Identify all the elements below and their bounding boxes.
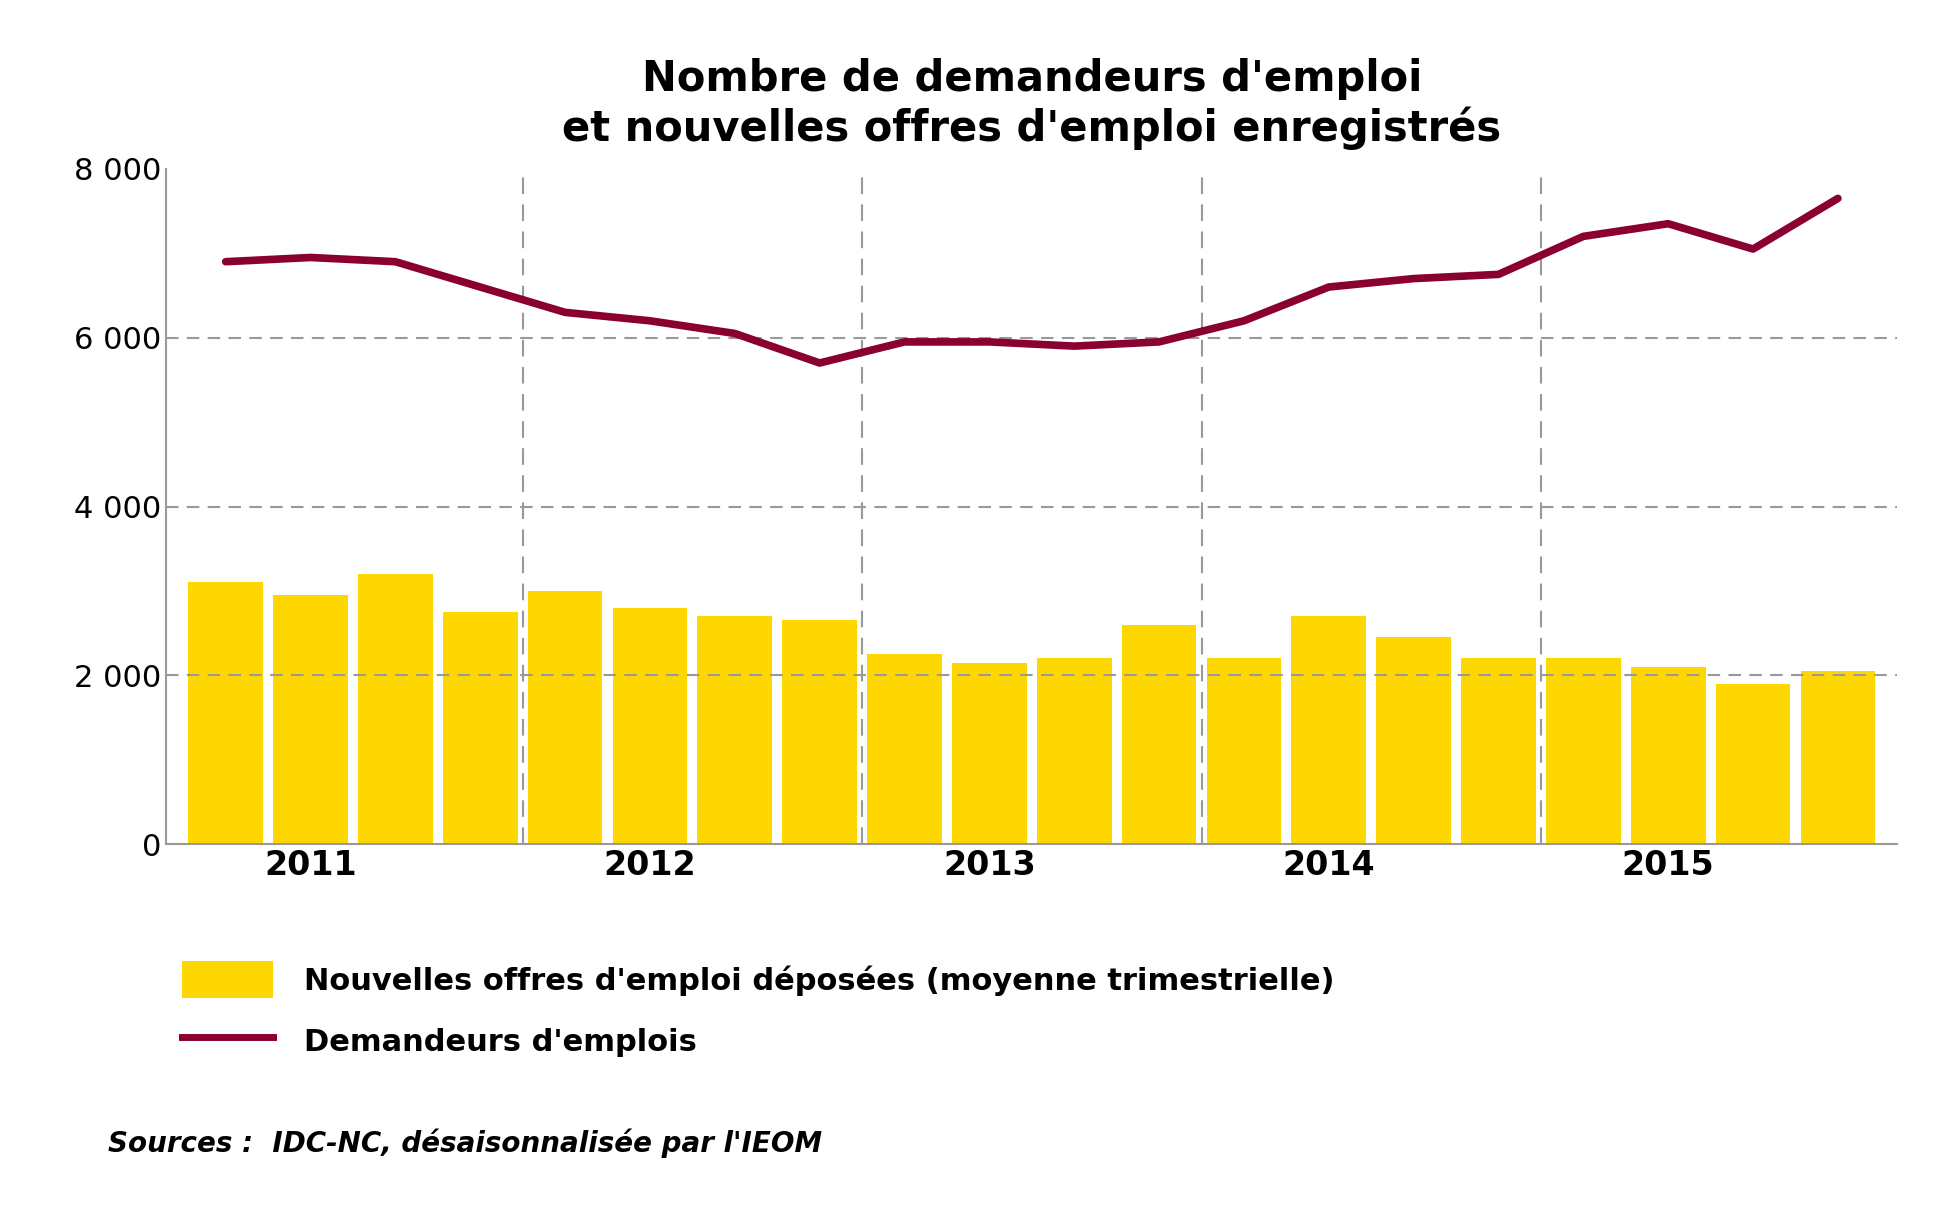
Bar <box>1630 667 1705 844</box>
Bar <box>442 613 518 844</box>
Bar <box>1715 684 1789 844</box>
Bar <box>274 596 348 844</box>
Bar <box>188 582 262 844</box>
Bar <box>1036 658 1110 844</box>
Bar <box>782 621 856 844</box>
Bar <box>358 574 432 844</box>
Text: Sources :  IDC-NC, désaisonnalisée par l'IEOM: Sources : IDC-NC, désaisonnalisée par l'… <box>108 1129 821 1158</box>
Bar <box>1206 658 1281 844</box>
Bar <box>1460 658 1535 844</box>
Bar <box>1801 672 1875 844</box>
Bar <box>1376 638 1451 844</box>
Bar <box>698 616 772 844</box>
Bar <box>866 655 942 844</box>
Title: Nombre de demandeurs d'emploi
et nouvelles offres d'emploi enregistrés: Nombre de demandeurs d'emploi et nouvell… <box>561 58 1501 150</box>
Bar <box>612 608 686 844</box>
Bar <box>1544 658 1621 844</box>
Legend: Nouvelles offres d'emploi déposées (moyenne trimestrielle), Demandeurs d'emplois: Nouvelles offres d'emploi déposées (moye… <box>182 961 1333 1060</box>
Bar <box>1120 625 1196 844</box>
Bar <box>528 591 602 844</box>
Bar <box>952 663 1026 844</box>
Bar <box>1290 616 1365 844</box>
